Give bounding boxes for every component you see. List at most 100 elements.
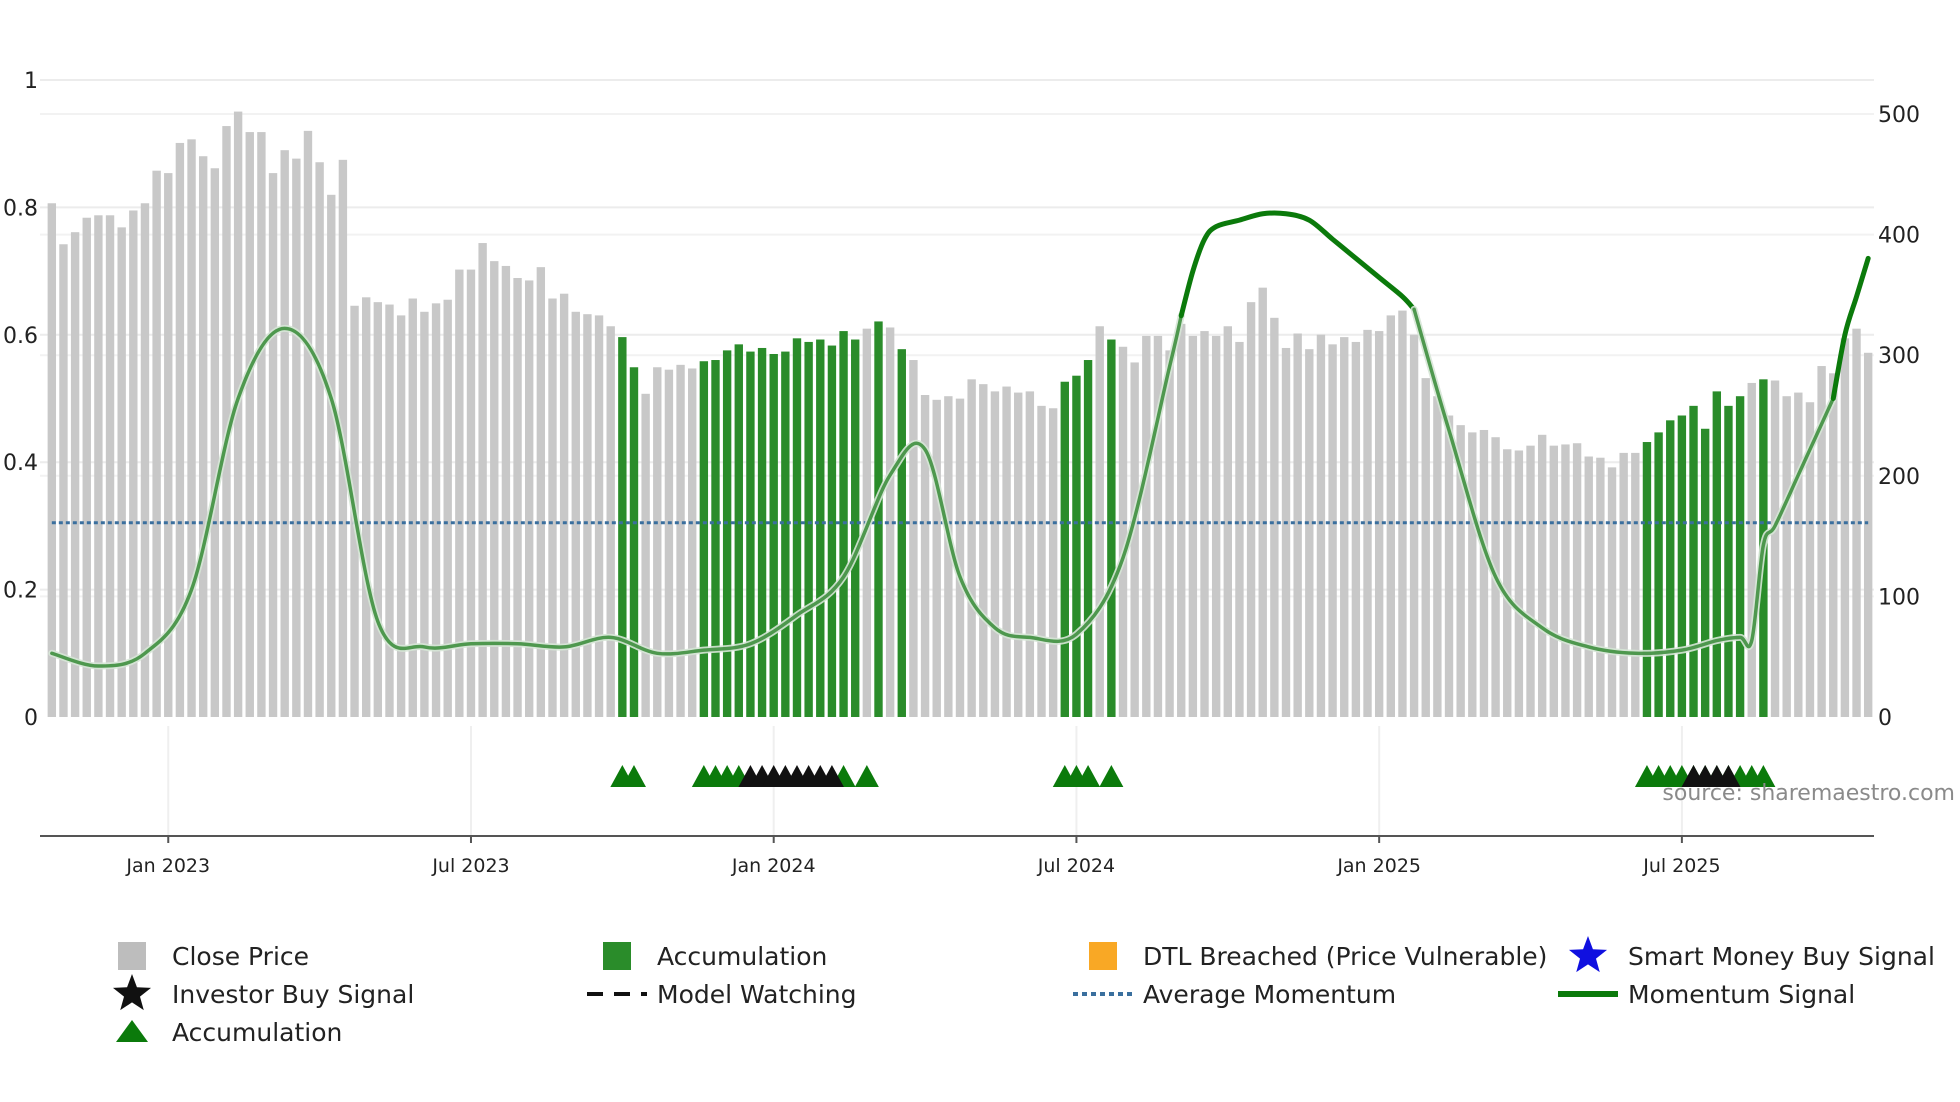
right-tick-label: 200 [1878, 465, 1920, 490]
close-price-bar [478, 243, 487, 718]
accumulation-triangle [1751, 765, 1776, 787]
close-price-bar [1211, 335, 1221, 717]
close-price-bar [1398, 310, 1407, 717]
legend-star-icon [112, 974, 152, 1011]
momentum-segment-halo [1178, 210, 1417, 319]
accumulation-bar [1072, 375, 1081, 717]
accumulation-bar [1642, 442, 1652, 717]
close-price-bar [105, 215, 115, 717]
close-price-bar [117, 227, 126, 717]
x-tick-label: Jul 2023 [431, 855, 509, 877]
close-price-bar [361, 297, 371, 717]
right-tick-label: 100 [1878, 585, 1920, 610]
left-tick-label: 1 [24, 69, 38, 94]
close-price-bar [990, 391, 1000, 717]
close-price-bar [1852, 328, 1861, 717]
right-tick-label: 0 [1878, 706, 1892, 731]
legend-label: Model Watching [657, 980, 857, 1009]
close-price-bar [1596, 457, 1605, 717]
close-price-bar [1433, 396, 1442, 717]
right-axis-ticks: 0 100 200 300 400 500 [1878, 103, 1920, 731]
x-axis-ticks: Jan 2023 Jul 2023 Jan 2024 Jul 2024 Jan 2025… [125, 836, 1721, 877]
legend-label: Smart Money Buy Signal [1628, 942, 1935, 971]
close-price-bar [1794, 392, 1803, 717]
close-price-bar [233, 111, 243, 717]
legend-label: Accumulation [172, 1018, 342, 1047]
accumulation-triangle [1076, 765, 1101, 787]
accumulation-bar [827, 345, 837, 717]
legend-label: Accumulation [657, 942, 827, 971]
accumulation-triangle [621, 765, 646, 787]
close-price-bar [431, 303, 441, 717]
close-price-bar [1444, 415, 1454, 717]
close-price-bar [1805, 402, 1815, 717]
accumulation-bar [618, 337, 627, 717]
close-price-bar [1095, 326, 1104, 717]
x-tick-label: Jan 2025 [1336, 855, 1421, 877]
right-tick-label: 300 [1878, 344, 1920, 369]
close-price-bar [1456, 425, 1465, 717]
accumulation-triangle [854, 765, 879, 787]
momentum-signal-line [48, 210, 1871, 670]
close-price-bar [1503, 449, 1512, 717]
momentum-segment [1412, 307, 1835, 656]
accumulation-bar [804, 341, 813, 717]
accumulation-triangle [1099, 765, 1124, 787]
legend-square-icon [1089, 942, 1117, 970]
legend-item: Average Momentum [1073, 980, 1396, 1009]
close-price-bar [1619, 452, 1628, 717]
accumulation-bar [1700, 428, 1710, 717]
x-tick-label: Jan 2024 [731, 855, 816, 877]
legend-label: Average Momentum [1143, 980, 1396, 1009]
close-price-bar [1340, 337, 1349, 717]
accumulation-bar [1735, 396, 1745, 717]
close-price-bar [280, 150, 289, 717]
close-price-bar [641, 393, 650, 717]
signal-panel [40, 726, 1874, 837]
close-price-bar [315, 162, 324, 718]
close-price-bar [571, 311, 580, 717]
close-price-bar [909, 360, 918, 717]
close-price-bar [327, 194, 336, 717]
close-price-bar [525, 280, 534, 717]
close-price-bar [688, 368, 697, 717]
close-price-bar [932, 399, 941, 717]
close-price-bar [1025, 391, 1035, 717]
close-price-bar [443, 299, 452, 717]
close-price-bar [129, 210, 138, 718]
close-price-bar [490, 261, 499, 717]
close-price-bar [1561, 444, 1570, 717]
close-price-bar [292, 158, 301, 717]
close-price-bar [1572, 443, 1582, 717]
close-price-bar [1817, 366, 1826, 717]
close-price-bar [967, 379, 976, 717]
legend-item: DTL Breached (Price Vulnerable) [1089, 942, 1547, 971]
x-tick-label: Jan 2023 [125, 855, 210, 877]
close-price-bar [1235, 341, 1244, 717]
left-axis-ticks: 0 0.2 0.4 0.6 0.8 1 [3, 69, 38, 731]
accumulation-bar [699, 361, 709, 717]
close-price-bar [1351, 341, 1361, 717]
accumulation-bar [629, 367, 639, 717]
legend-square-icon [603, 942, 631, 970]
legend-label: Close Price [172, 942, 309, 971]
accumulation-bar [722, 350, 732, 717]
close-price-bar [1607, 467, 1617, 717]
accumulation-bar [769, 353, 778, 717]
close-price-bar [1037, 405, 1046, 717]
close-price-bar [222, 126, 231, 717]
close-price-bar [1829, 373, 1838, 717]
legend-triangle-icon [116, 1020, 148, 1042]
close-price-bars [47, 111, 1873, 718]
close-price-bar [501, 265, 511, 717]
close-price-bar [1526, 445, 1535, 717]
right-tick-label: 400 [1878, 224, 1920, 249]
accumulation-bar [874, 321, 883, 717]
close-price-bar [1270, 317, 1279, 717]
close-price-bar [1153, 335, 1163, 717]
accumulation-bar [897, 349, 906, 717]
accumulation-bar [816, 339, 825, 717]
close-price-bar [257, 132, 266, 718]
source-label: source: sharemaestro.com [1662, 781, 1955, 806]
legend-item: Momentum Signal [1558, 980, 1855, 1009]
